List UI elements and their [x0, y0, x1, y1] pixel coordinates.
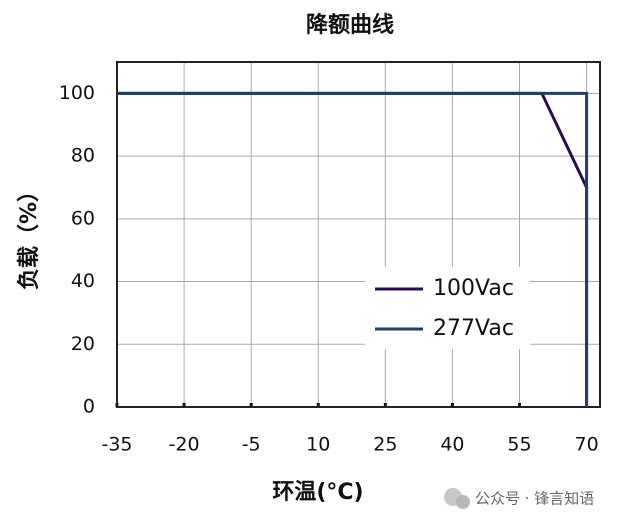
y-tick-label: 0 — [83, 396, 95, 418]
legend-box — [365, 267, 530, 349]
y-tick-label: 80 — [71, 145, 95, 167]
legend-label: 277Vac — [433, 316, 514, 341]
chart-title: 降额曲线 — [306, 12, 394, 38]
legend-label: 100Vac — [433, 276, 514, 301]
watermark: 公众号 · 锋言知语 — [475, 490, 594, 508]
x-tick-label: 70 — [574, 434, 598, 456]
y-tick-label: 20 — [71, 333, 95, 355]
x-tick-label: 25 — [373, 434, 397, 456]
watermark-icon — [444, 488, 470, 509]
x-axis-label: 环温(°C) — [272, 480, 363, 505]
x-tick-label: 40 — [440, 434, 464, 456]
y-tick-label: 100 — [59, 82, 95, 104]
x-tick-label: -5 — [242, 434, 261, 456]
y-tick-label: 60 — [71, 207, 95, 229]
x-tick-label: 55 — [507, 434, 531, 456]
x-tick-label: -20 — [169, 434, 200, 456]
series-line — [117, 91, 589, 407]
x-tick-label: -35 — [101, 434, 132, 456]
x-tick-label: 10 — [306, 434, 330, 456]
plot-frame — [116, 61, 601, 408]
y-axis-label: 负载（%） — [16, 180, 42, 290]
y-tick-label: 40 — [71, 270, 95, 292]
